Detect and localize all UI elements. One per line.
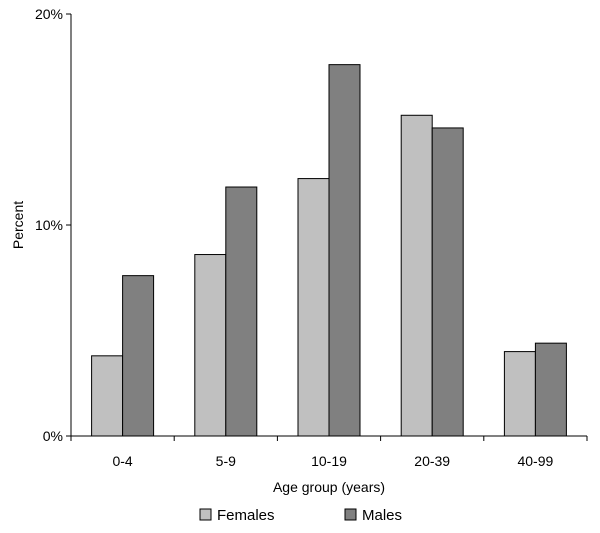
bar-males-10-19 bbox=[328, 64, 361, 437]
bar-males-5-9 bbox=[225, 186, 258, 437]
x-tick-label: 40-99 bbox=[517, 453, 553, 469]
bar-males-0-4 bbox=[122, 275, 155, 437]
legend-swatch-males bbox=[344, 508, 357, 521]
x-tick-label: 10-19 bbox=[311, 453, 347, 469]
legend-label-males: Males bbox=[362, 507, 402, 524]
bars-group bbox=[91, 64, 567, 437]
legend-swatch-females bbox=[199, 508, 212, 521]
legend: Females Males bbox=[199, 507, 402, 524]
ticks-group: 0% 10% 20% 0-4 5-9 10-19 20-39 40-99 bbox=[35, 6, 588, 469]
y-tick-label: 10% bbox=[35, 217, 63, 233]
bar-males-40-99 bbox=[534, 342, 567, 437]
bar-females-0-4 bbox=[91, 355, 124, 437]
y-tick-label: 0% bbox=[43, 428, 63, 444]
x-tick-label: 20-39 bbox=[414, 453, 450, 469]
y-tick-label: 20% bbox=[35, 6, 63, 22]
x-axis-title: Age group (years) bbox=[273, 479, 385, 495]
bar-females-10-19 bbox=[297, 178, 330, 437]
bar-females-40-99 bbox=[503, 351, 536, 437]
legend-label-females: Females bbox=[217, 507, 275, 524]
y-axis-title: Percent bbox=[10, 201, 26, 249]
bar-females-20-39 bbox=[400, 114, 433, 437]
x-tick-label: 0-4 bbox=[112, 453, 132, 469]
bar-females-5-9 bbox=[194, 254, 227, 437]
x-tick-label: 5-9 bbox=[216, 453, 236, 469]
bar-males-20-39 bbox=[431, 127, 464, 437]
